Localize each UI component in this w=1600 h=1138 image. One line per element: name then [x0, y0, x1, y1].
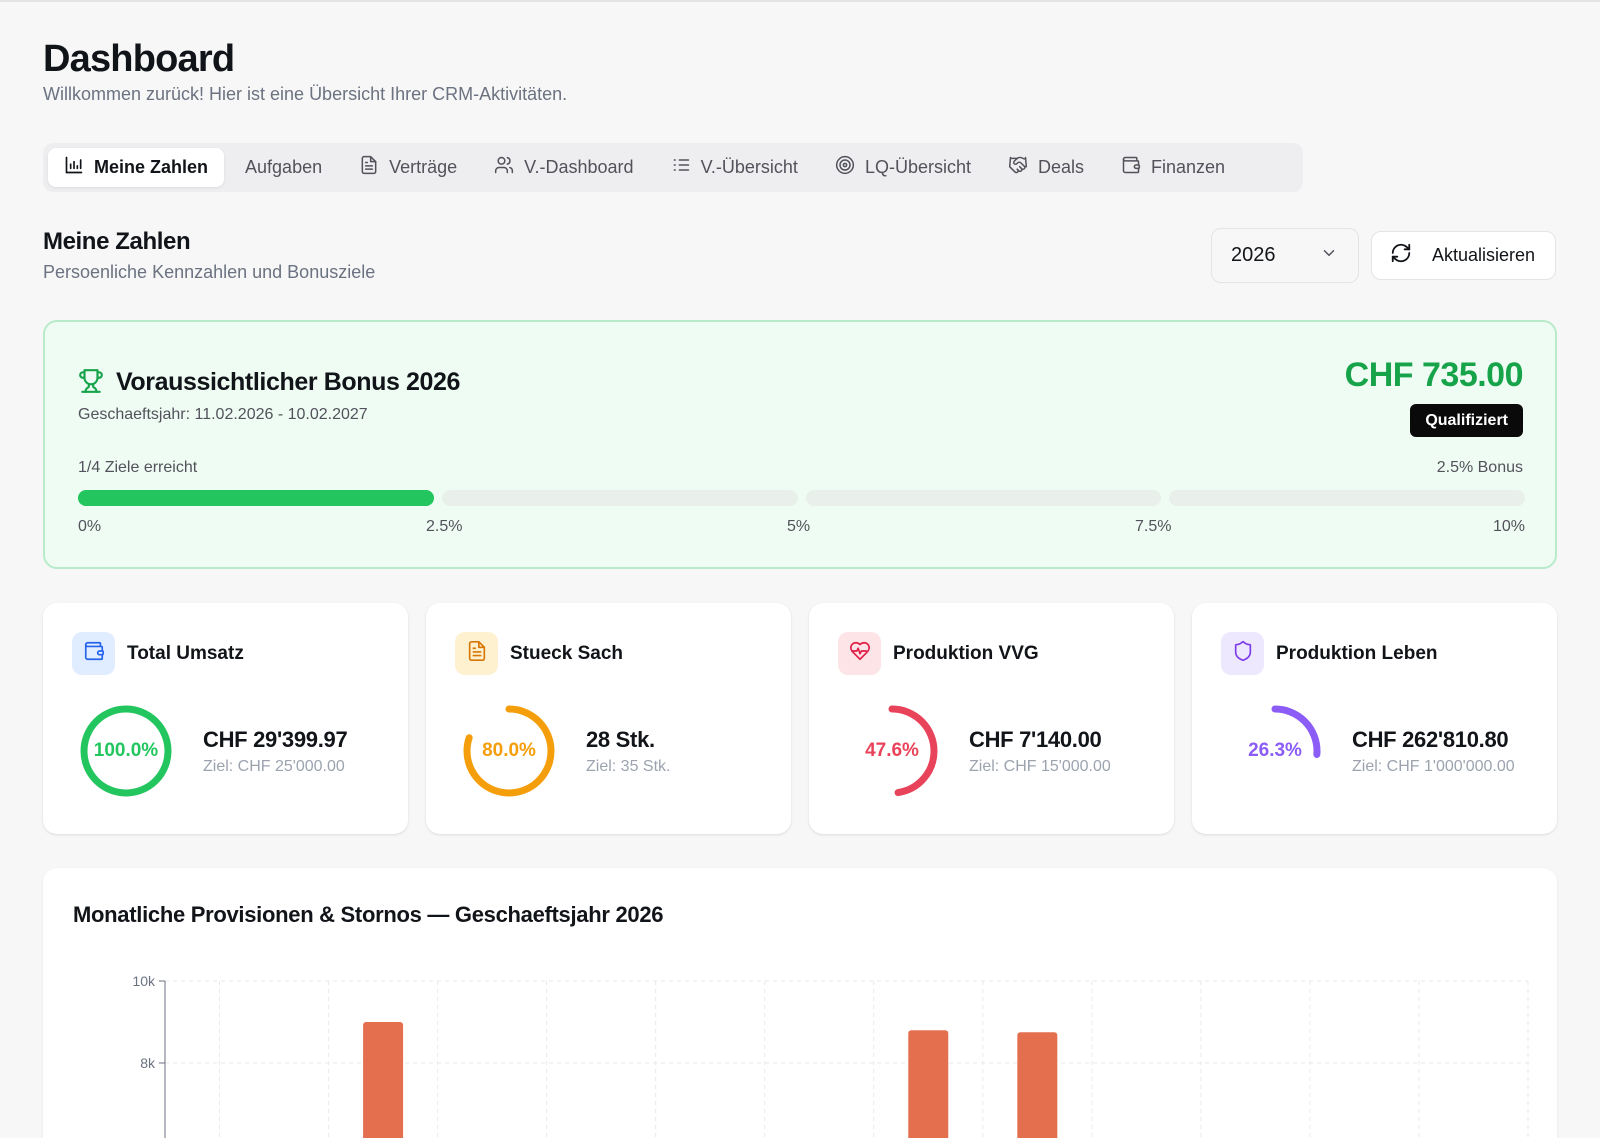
trophy-icon	[78, 367, 104, 395]
tab-label: V.-Übersicht	[700, 157, 798, 177]
refresh-button[interactable]: Aktualisieren	[1371, 231, 1556, 280]
bonus-period: Geschaeftsjahr: 11.02.2026 - 10.02.2027	[78, 406, 368, 423]
tab-label: LQ-Übersicht	[864, 157, 971, 177]
kpi-percent: 26.3%	[1248, 740, 1302, 761]
refresh-button-label: Aktualisieren	[1432, 245, 1536, 265]
progress-ring	[846, 705, 938, 797]
tab-label: Aufgaben	[245, 157, 323, 177]
progress-ring-arc	[846, 705, 938, 797]
year-select[interactable]: 2026	[1211, 228, 1359, 283]
kpi-icon-box	[1221, 632, 1264, 675]
y-tick-label: 8k	[140, 1055, 156, 1071]
top-border	[0, 0, 1600, 2]
kpi-title: Total Umsatz	[127, 643, 244, 664]
tab-bar: Meine Zahlen Aufgaben Verträge V.-Dashbo…	[43, 143, 1303, 192]
scale-label: 2.5%	[426, 518, 463, 535]
shield-icon	[1232, 640, 1254, 667]
kpi-value: CHF 29'399.97	[203, 727, 348, 752]
tab-lq-uebersicht[interactable]: LQ-Übersicht	[819, 148, 987, 187]
y-tick-label: 10k	[132, 973, 156, 989]
users-icon	[494, 155, 514, 180]
tab-vertraege[interactable]: Verträge	[343, 148, 473, 187]
kpi-card-total-umsatz: Total Umsatz 100.0% CHF 29'399.97 Ziel: …	[43, 603, 408, 834]
chevron-down-icon	[1320, 244, 1338, 268]
chart-bar[interactable]	[1017, 1032, 1058, 1138]
bonus-progress-segment	[805, 490, 1162, 506]
bonus-progress-segment	[1169, 490, 1525, 506]
status-badge: Qualifiziert	[1410, 404, 1523, 437]
wallet-icon	[83, 640, 105, 667]
tab-v-dashboard[interactable]: V.-Dashboard	[478, 148, 649, 187]
kpi-icon-box	[838, 632, 881, 675]
target-icon	[835, 155, 855, 180]
tab-label: Meine Zahlen	[94, 157, 209, 177]
chart-title: Monatliche Provisionen & Stornos — Gesch…	[73, 902, 664, 927]
kpi-icon-box	[72, 632, 115, 675]
wallet-icon	[1121, 155, 1141, 180]
kpi-card-produktion-leben: Produktion Leben 26.3% CHF 262'810.80 Zi…	[1192, 603, 1557, 834]
chart-card: Monatliche Provisionen & Stornos — Gesch…	[43, 868, 1557, 1138]
bonus-amount: CHF 735.00	[1344, 356, 1524, 394]
progress-ring	[1229, 705, 1321, 797]
tab-finanzen[interactable]: Finanzen	[1105, 148, 1241, 187]
bonus-scale: 0% 2.5% 5% 7.5% 10%	[78, 518, 1525, 538]
progress-ring	[80, 705, 172, 797]
page-title: Dashboard	[43, 38, 235, 80]
section-title: Meine Zahlen	[43, 228, 191, 255]
tab-label: Verträge	[389, 157, 458, 177]
scale-label: 7.5%	[1135, 518, 1172, 535]
tab-meine-zahlen[interactable]: Meine Zahlen	[48, 148, 225, 187]
tab-v-uebersicht[interactable]: V.-Übersicht	[655, 148, 814, 187]
goals-reached-text: 1/4 Ziele erreicht	[78, 459, 198, 476]
kpi-percent: 100.0%	[93, 740, 159, 761]
kpi-target: Ziel: 35 Stk.	[586, 758, 671, 775]
progress-ring-arc	[463, 705, 555, 797]
bar-chart-icon	[64, 155, 84, 180]
kpi-title: Produktion VVG	[893, 643, 1039, 664]
commission-bar-chart: 10k 8k	[132, 973, 1529, 1138]
kpi-icon-box	[455, 632, 498, 675]
handshake-icon	[1008, 155, 1028, 180]
kpi-title: Stueck Sach	[510, 643, 623, 664]
kpi-percent: 80.0%	[482, 740, 536, 761]
bonus-progress-segment	[78, 490, 434, 506]
page-subtitle: Willkommen zurück! Hier ist eine Übersic…	[43, 84, 568, 104]
kpi-value: CHF 7'140.00	[969, 727, 1102, 752]
tab-label: Finanzen	[1151, 157, 1226, 177]
chart-bar[interactable]	[363, 1022, 404, 1138]
tab-label: V.-Dashboard	[524, 157, 634, 177]
bonus-progress-segment	[441, 490, 798, 506]
scale-label: 10%	[1492, 518, 1525, 535]
document-icon	[466, 640, 488, 667]
kpi-value: 28 Stk.	[586, 727, 655, 752]
kpi-title: Produktion Leben	[1276, 643, 1438, 664]
section-subtitle: Persoenliche Kennzahlen und Bonusziele	[43, 262, 376, 282]
refresh-icon	[1390, 242, 1412, 269]
progress-ring	[463, 705, 555, 797]
bonus-progress-bar	[78, 490, 1525, 506]
kpi-percent: 47.6%	[865, 740, 919, 761]
progress-ring-arc	[80, 705, 172, 797]
progress-ring-arc	[1229, 705, 1321, 797]
kpi-value: CHF 262'810.80	[1352, 727, 1509, 752]
chart-bar[interactable]	[908, 1030, 949, 1138]
list-icon	[671, 155, 691, 180]
scale-label: 0%	[78, 518, 102, 535]
heart-pulse-icon	[849, 640, 871, 667]
document-icon	[359, 155, 379, 180]
kpi-target: Ziel: CHF 15'000.00	[969, 758, 1111, 775]
tab-aufgaben[interactable]: Aufgaben	[229, 148, 338, 187]
bonus-card: Voraussichtlicher Bonus 2026 Geschaeftsj…	[43, 320, 1557, 569]
kpi-target: Ziel: CHF 1'000'000.00	[1352, 758, 1515, 775]
tab-deals[interactable]: Deals	[992, 148, 1100, 187]
kpi-card-stueck-sach: Stueck Sach 80.0% 28 Stk. Ziel: 35 Stk.	[426, 603, 791, 834]
scale-label: 5%	[787, 518, 811, 535]
kpi-target: Ziel: CHF 25'000.00	[203, 758, 345, 775]
bonus-title: Voraussichtlicher Bonus 2026	[116, 368, 461, 396]
kpi-card-produktion-vvg: Produktion VVG 47.6% CHF 7'140.00 Ziel: …	[809, 603, 1174, 834]
year-select-value: 2026	[1231, 244, 1276, 266]
tab-label: Deals	[1037, 157, 1084, 177]
bonus-percent-text: 2.5% Bonus	[1436, 459, 1523, 476]
